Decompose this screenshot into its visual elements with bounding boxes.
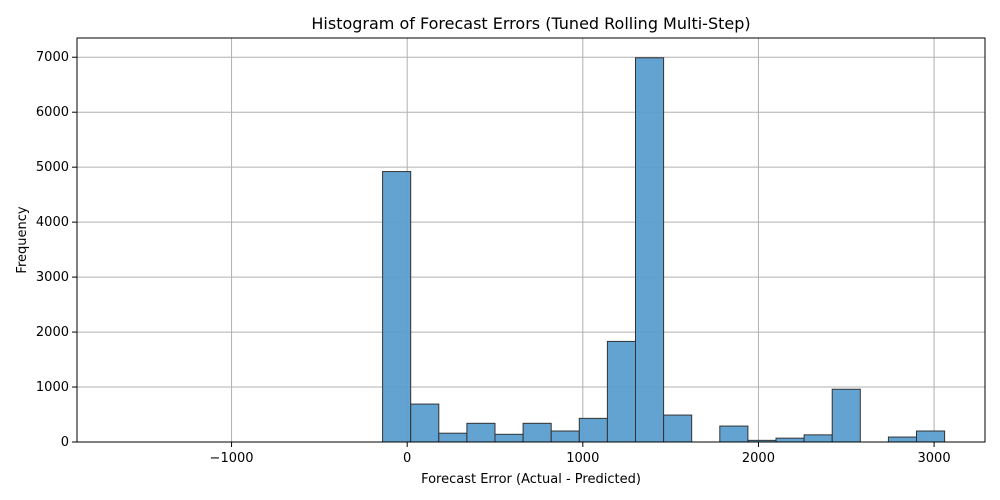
histogram-bar: [831, 388, 861, 443]
histogram-bar: [916, 430, 946, 443]
histogram-bar: [634, 57, 665, 443]
x-tick-label: 2000: [742, 451, 775, 466]
histogram-bar: [522, 422, 552, 443]
histogram-bar: [494, 433, 524, 443]
histogram-bar: [550, 430, 580, 443]
histogram-bars: [382, 57, 946, 443]
plot-frame: [76, 37, 986, 443]
y-tick-label: 6000: [36, 105, 69, 120]
histogram-bar: [803, 434, 833, 443]
histogram-bar: [606, 340, 636, 443]
chart-title: Histogram of Forecast Errors (Tuned Roll…: [311, 14, 750, 33]
y-axis-label: Frequency: [15, 206, 30, 273]
histogram-bar: [410, 403, 440, 443]
y-tick-label: 5000: [36, 160, 69, 175]
y-tick-label: 4000: [36, 215, 69, 230]
histogram-bar: [663, 414, 693, 443]
x-axis-label: Forecast Error (Actual - Predicted): [421, 472, 641, 487]
histogram-bar: [887, 436, 918, 443]
histogram-bar: [466, 422, 496, 443]
x-tick-label: 3000: [918, 451, 951, 466]
y-axis-ticks: 0 1000 2000 3000 4000 5000 6000 7000: [36, 50, 77, 450]
histogram-bar: [578, 417, 608, 443]
histogram-bar: [775, 437, 805, 443]
x-axis-ticks: −1000 0 1000 2000 3000: [210, 442, 951, 466]
histogram-bar: [382, 171, 412, 443]
histogram-bar: [438, 432, 468, 443]
y-tick-label: 0: [61, 435, 69, 450]
histogram-bar: [719, 425, 749, 443]
x-tick-label: 1000: [566, 451, 599, 466]
x-tick-label: 0: [403, 451, 411, 466]
x-tick-label: −1000: [210, 451, 254, 466]
y-tick-label: 7000: [36, 50, 69, 65]
grid-lines: [77, 38, 985, 443]
y-tick-label: 3000: [36, 270, 69, 285]
y-tick-label: 1000: [36, 380, 69, 395]
y-tick-label: 2000: [36, 325, 69, 340]
